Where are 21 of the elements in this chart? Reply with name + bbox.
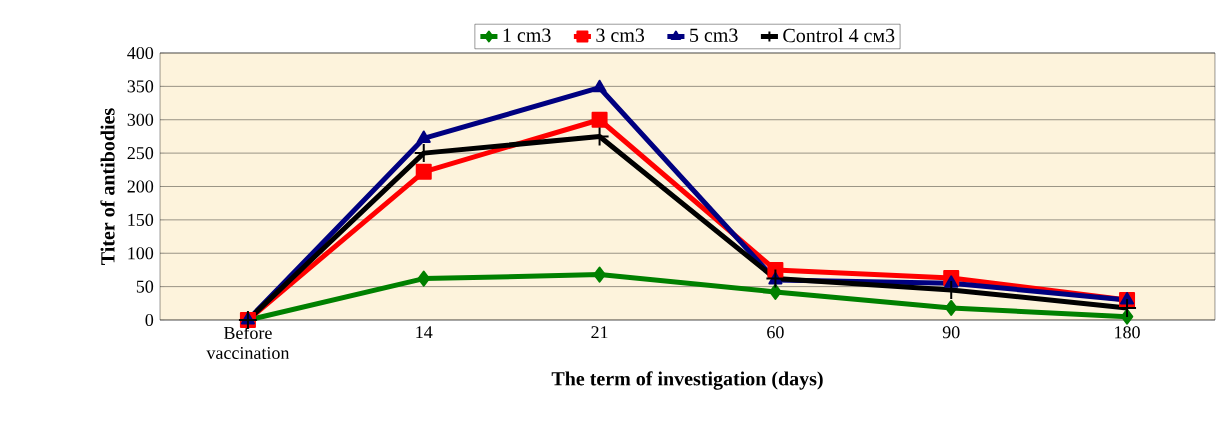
x-tick-label: 14 xyxy=(416,326,433,339)
y-tick-label: 100 xyxy=(128,247,154,260)
legend-label: Control 4 см3 xyxy=(783,28,895,43)
legend-label: 5 cm3 xyxy=(690,28,738,42)
x-tick-label: 90 xyxy=(942,326,960,339)
y-tick-label: 350 xyxy=(127,80,154,93)
y-tick-label: 250 xyxy=(127,147,154,160)
x-tick-label: 180 xyxy=(1115,326,1140,339)
x-axis-title: The term of investigation (days) xyxy=(551,371,823,390)
legend-label: 3 cm3 xyxy=(596,28,645,42)
y-tick-label: 400 xyxy=(127,46,154,60)
legend-label: 1 cm3 xyxy=(503,28,551,42)
y-axis-title: Titer of antibodies xyxy=(100,108,115,265)
x-tick-label: 21 xyxy=(591,326,608,339)
x-tick-label: Before vaccination xyxy=(206,326,290,360)
y-tick-label: 200 xyxy=(127,180,154,193)
y-tick-label: 300 xyxy=(127,113,154,126)
y-tick-label: 50 xyxy=(136,280,154,293)
y-tick-label: 150 xyxy=(128,213,154,226)
y-tick-label: 0 xyxy=(145,313,154,327)
x-tick-label: 60 xyxy=(767,326,784,339)
